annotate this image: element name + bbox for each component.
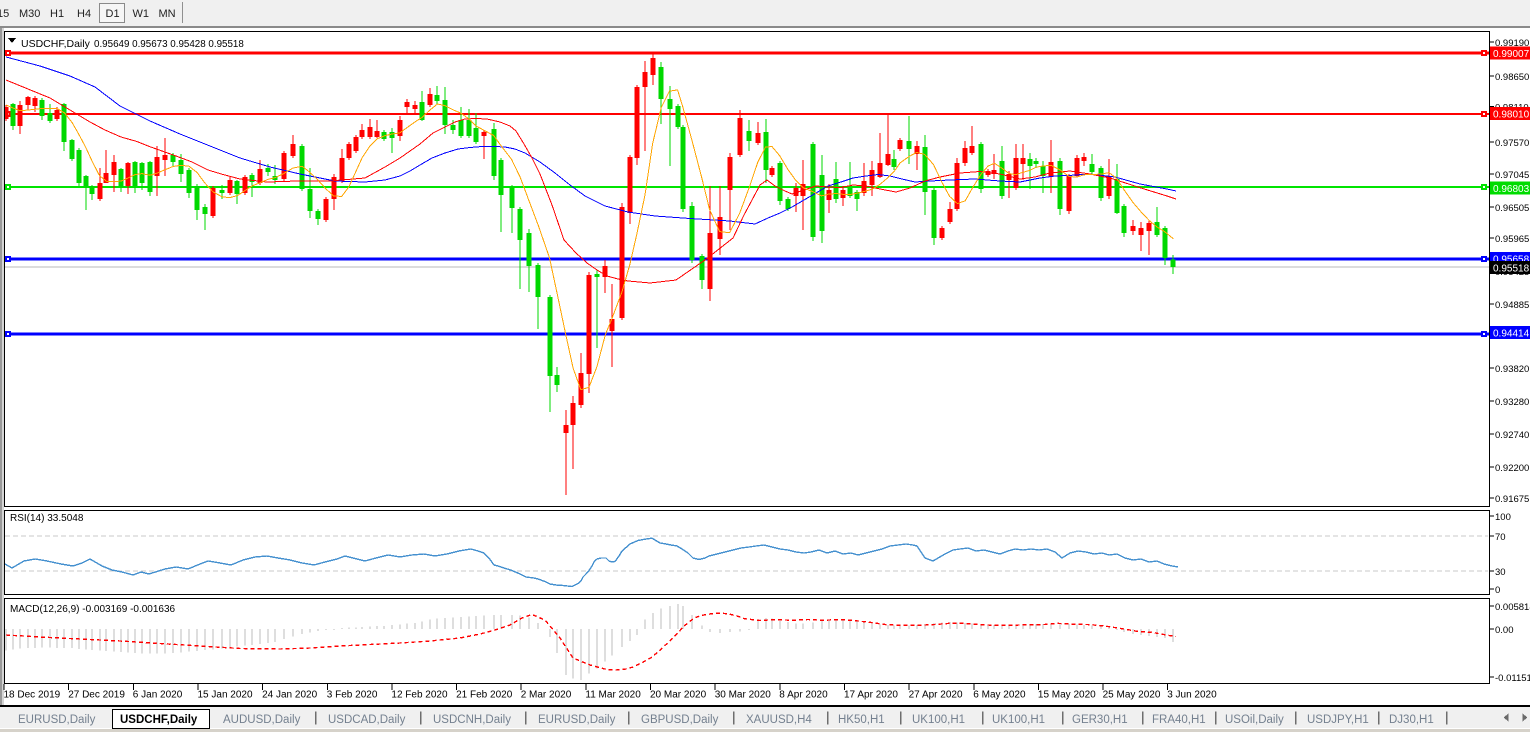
svg-text:UK100,H1: UK100,H1 <box>912 714 965 726</box>
svg-text:USDCHF,Daily: USDCHF,Daily <box>120 714 198 726</box>
svg-text:15: 15 <box>0 8 9 20</box>
svg-text:0.94414: 0.94414 <box>1493 329 1530 340</box>
svg-text:0.93280: 0.93280 <box>1495 397 1529 408</box>
svg-text:W1: W1 <box>133 8 150 20</box>
svg-text:XAUUSD,H4: XAUUSD,H4 <box>746 714 812 726</box>
svg-text:UK100,H1: UK100,H1 <box>992 714 1045 726</box>
svg-text:30: 30 <box>1495 567 1506 578</box>
svg-text:0: 0 <box>1495 585 1500 596</box>
svg-text:0.005818: 0.005818 <box>1495 602 1530 613</box>
svg-text:FRA40,H1: FRA40,H1 <box>1152 714 1206 726</box>
svg-text:0.95518: 0.95518 <box>1493 264 1530 275</box>
svg-text:0.96505: 0.96505 <box>1495 203 1529 214</box>
svg-text:0.97570: 0.97570 <box>1495 138 1529 149</box>
svg-text:-0.011514: -0.011514 <box>1495 673 1530 684</box>
svg-text:18 Dec 2019: 18 Dec 2019 <box>4 690 61 701</box>
svg-text:0.95658: 0.95658 <box>1493 255 1530 266</box>
svg-text:0.95649 0.95673 0.95428 0.9551: 0.95649 0.95673 0.95428 0.95518 <box>94 39 244 50</box>
svg-text:MACD(12,26,9) -0.003169 -0.001: MACD(12,26,9) -0.003169 -0.001636 <box>10 604 176 615</box>
svg-text:USDCNH,Daily: USDCNH,Daily <box>433 714 511 726</box>
svg-text:25 May 2020: 25 May 2020 <box>1103 690 1161 701</box>
svg-text:0.92200: 0.92200 <box>1495 463 1529 474</box>
svg-text:70: 70 <box>1495 532 1506 543</box>
svg-text:6 May 2020: 6 May 2020 <box>973 690 1026 701</box>
svg-text:6 Jan 2020: 6 Jan 2020 <box>133 690 183 701</box>
svg-text:0.96803: 0.96803 <box>1493 184 1530 195</box>
svg-text:2 Mar 2020: 2 Mar 2020 <box>521 690 572 701</box>
svg-text:3 Feb 2020: 3 Feb 2020 <box>327 690 378 701</box>
svg-text:30 Mar 2020: 30 Mar 2020 <box>715 690 772 701</box>
svg-text:15 Jan 2020: 15 Jan 2020 <box>198 690 253 701</box>
svg-text:H1: H1 <box>50 8 64 20</box>
svg-text:RSI(14) 33.5048: RSI(14) 33.5048 <box>10 513 84 524</box>
svg-text:USDCHF,Daily: USDCHF,Daily <box>21 38 91 50</box>
svg-text:3 Jun 2020: 3 Jun 2020 <box>1167 690 1217 701</box>
svg-text:GER30,H1: GER30,H1 <box>1072 714 1128 726</box>
svg-text:0.91675: 0.91675 <box>1495 494 1529 505</box>
svg-text:0.94885: 0.94885 <box>1495 300 1529 311</box>
svg-text:100: 100 <box>1495 512 1511 523</box>
svg-text:AUDUSD,Daily: AUDUSD,Daily <box>223 714 301 726</box>
svg-text:0.99007: 0.99007 <box>1493 49 1530 60</box>
svg-text:USOil,Daily: USOil,Daily <box>1225 714 1284 726</box>
svg-text:12 Feb 2020: 12 Feb 2020 <box>391 690 448 701</box>
svg-text:H4: H4 <box>77 8 91 20</box>
svg-text:M30: M30 <box>19 8 40 20</box>
svg-text:D1: D1 <box>106 8 120 20</box>
svg-text:15 May 2020: 15 May 2020 <box>1038 690 1096 701</box>
svg-text:0.99190: 0.99190 <box>1495 38 1529 49</box>
svg-text:24 Jan 2020: 24 Jan 2020 <box>262 690 317 701</box>
svg-text:USDJPY,H1: USDJPY,H1 <box>1307 714 1369 726</box>
svg-text:17 Apr 2020: 17 Apr 2020 <box>844 690 898 701</box>
svg-text:21 Feb 2020: 21 Feb 2020 <box>456 690 513 701</box>
svg-text:EURUSD,Daily: EURUSD,Daily <box>538 714 616 726</box>
svg-text:MN: MN <box>159 8 176 20</box>
svg-text:DJ30,H1: DJ30,H1 <box>1389 714 1434 726</box>
svg-text:0.92740: 0.92740 <box>1495 430 1529 441</box>
svg-text:27 Dec 2019: 27 Dec 2019 <box>68 690 125 701</box>
svg-text:HK50,H1: HK50,H1 <box>838 714 885 726</box>
svg-text:0.00: 0.00 <box>1495 625 1514 636</box>
svg-text:0.95965: 0.95965 <box>1495 234 1529 245</box>
svg-text:GBPUSD,Daily: GBPUSD,Daily <box>641 714 719 726</box>
svg-text:0.93820: 0.93820 <box>1495 364 1529 375</box>
svg-text:20 Mar 2020: 20 Mar 2020 <box>650 690 707 701</box>
svg-text:27 Apr 2020: 27 Apr 2020 <box>909 690 963 701</box>
svg-text:0.98010: 0.98010 <box>1493 110 1530 121</box>
svg-text:11 Mar 2020: 11 Mar 2020 <box>585 690 641 701</box>
svg-text:EURUSD,Daily: EURUSD,Daily <box>18 714 96 726</box>
svg-text:0.98650: 0.98650 <box>1495 72 1529 83</box>
svg-text:8 Apr 2020: 8 Apr 2020 <box>779 690 828 701</box>
svg-text:0.97045: 0.97045 <box>1495 170 1529 181</box>
svg-text:USDCAD,Daily: USDCAD,Daily <box>328 714 406 726</box>
